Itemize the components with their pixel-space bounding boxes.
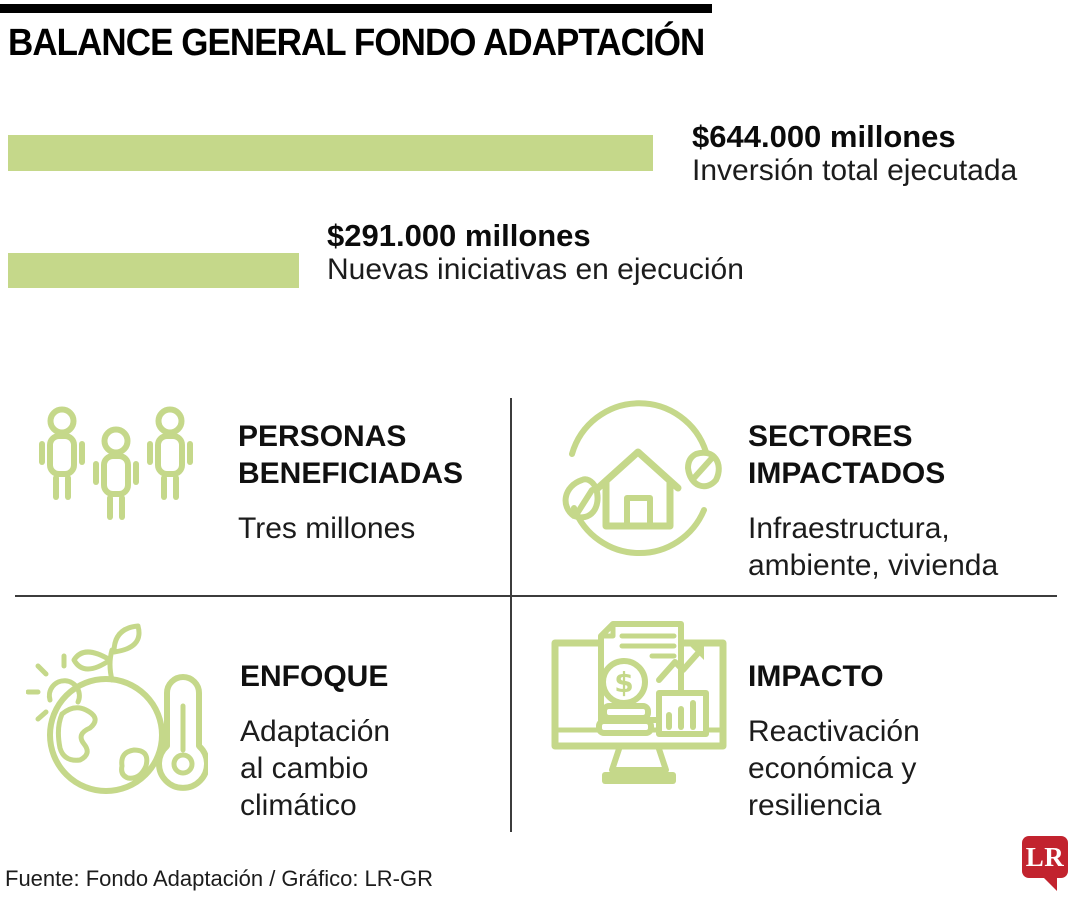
quadrant-desc: Tres millones — [238, 512, 416, 545]
horizontal-divider — [15, 595, 1057, 597]
bar-inversion-total — [8, 135, 653, 171]
bar-caption: Inversión total ejecutada — [692, 154, 1018, 187]
bar-nuevas-iniciativas — [8, 253, 299, 288]
climate-globe-icon — [26, 620, 208, 802]
quadrant-enfoque: ENFOQUE Adaptación al cambio climático — [240, 640, 390, 842]
top-rule — [0, 4, 712, 13]
quadrant-sectores: SECTORES IMPACTADOS Infraestructura, amb… — [748, 400, 998, 602]
people-icon — [24, 402, 206, 538]
economy-monitor-icon: $ — [546, 616, 732, 794]
bar-label-group: $644.000 millones Inversión total ejecut… — [692, 120, 1017, 188]
lr-logo: LR — [1022, 836, 1068, 891]
bar-caption: Nuevas iniciativas en ejecución — [327, 253, 744, 286]
source-credit: Fuente: Fondo Adaptación / Gráfico: LR-G… — [5, 866, 434, 891]
quadrant-desc: Reactivación económica y resiliencia — [748, 715, 920, 822]
bar-value: $291.000 millones — [327, 218, 591, 253]
page-title: BALANCE GENERAL FONDO ADAPTACIÓN — [8, 22, 705, 64]
quadrant-title: ENFOQUE — [240, 660, 389, 693]
quadrant-title: IMPACTO — [748, 660, 884, 693]
quadrant-title: PERSONAS BENEFICIADAS — [238, 420, 464, 490]
quadrant-personas: PERSONAS BENEFICIADAS Tres millones — [238, 400, 463, 565]
eco-house-icon — [552, 394, 726, 568]
bar-value: $644.000 millones — [692, 119, 956, 154]
quadrant-title: SECTORES IMPACTADOS — [748, 420, 946, 490]
quadrant-impacto: IMPACTO Reactivación económica y resilie… — [748, 640, 920, 842]
bar-label-group: $291.000 millones Nuevas iniciativas en … — [327, 219, 744, 287]
lr-logo-text: LR — [1025, 841, 1065, 872]
vertical-divider — [510, 398, 512, 832]
svg-text:$: $ — [614, 666, 633, 699]
quadrant-desc: Infraestructura, ambiente, vivienda — [748, 512, 999, 582]
lr-logo-tail — [1042, 876, 1057, 891]
quadrant-desc: Adaptación al cambio climático — [240, 715, 391, 822]
